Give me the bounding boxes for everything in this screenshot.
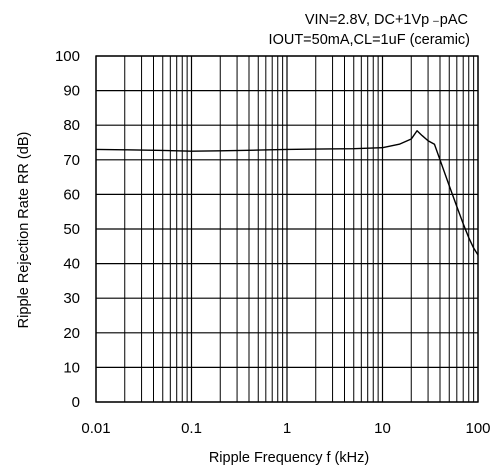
x-tick-label: 10 (374, 420, 391, 437)
y-tick-label: 90 (63, 83, 80, 100)
y-tick-label: 70 (63, 152, 80, 169)
plot-border (95, 55, 479, 403)
y-axis-label: Ripple Rejection Rate RR (dB) (16, 132, 32, 329)
series-layer (95, 130, 479, 256)
x-tick-label: 100 (465, 420, 490, 437)
y-tick-label: 30 (63, 290, 80, 307)
x-tick-label: 0.01 (81, 420, 110, 437)
x-tick-label: 1 (283, 420, 291, 437)
y-tick-label: 10 (63, 359, 80, 376)
y-tick-labels: 0 10 20 30 40 50 60 70 80 90 100 (55, 48, 80, 411)
x-axis-label: Ripple Frequency f (kHz) (209, 450, 369, 466)
y-tick-label: 80 (63, 117, 80, 134)
condition-annotation-1: VIN=2.8V, DC+1Vp ₋pAC (305, 12, 468, 28)
y-tick-label: 20 (63, 325, 80, 342)
major-grid (95, 55, 479, 403)
x-tick-labels: 0.01 0.1 1 10 100 (81, 420, 490, 437)
condition-annotation-2: IOUT=50mA,CL=1uF (ceramic) (269, 32, 470, 48)
y-tick-label: 40 (63, 256, 80, 273)
y-tick-label: 60 (63, 186, 80, 203)
y-tick-label: 0 (72, 394, 80, 411)
ripple-rejection-line (95, 130, 479, 256)
y-tick-label: 50 (63, 221, 80, 238)
y-tick-label: 100 (55, 48, 80, 65)
x-tick-label: 0.1 (181, 420, 202, 437)
